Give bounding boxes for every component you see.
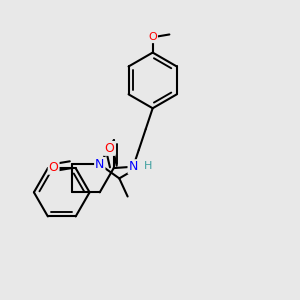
Text: H: H bbox=[144, 160, 152, 171]
Text: N: N bbox=[128, 160, 138, 173]
Text: O: O bbox=[49, 161, 58, 174]
Text: O: O bbox=[105, 142, 115, 155]
Text: O: O bbox=[148, 32, 157, 42]
Text: N: N bbox=[95, 158, 104, 171]
